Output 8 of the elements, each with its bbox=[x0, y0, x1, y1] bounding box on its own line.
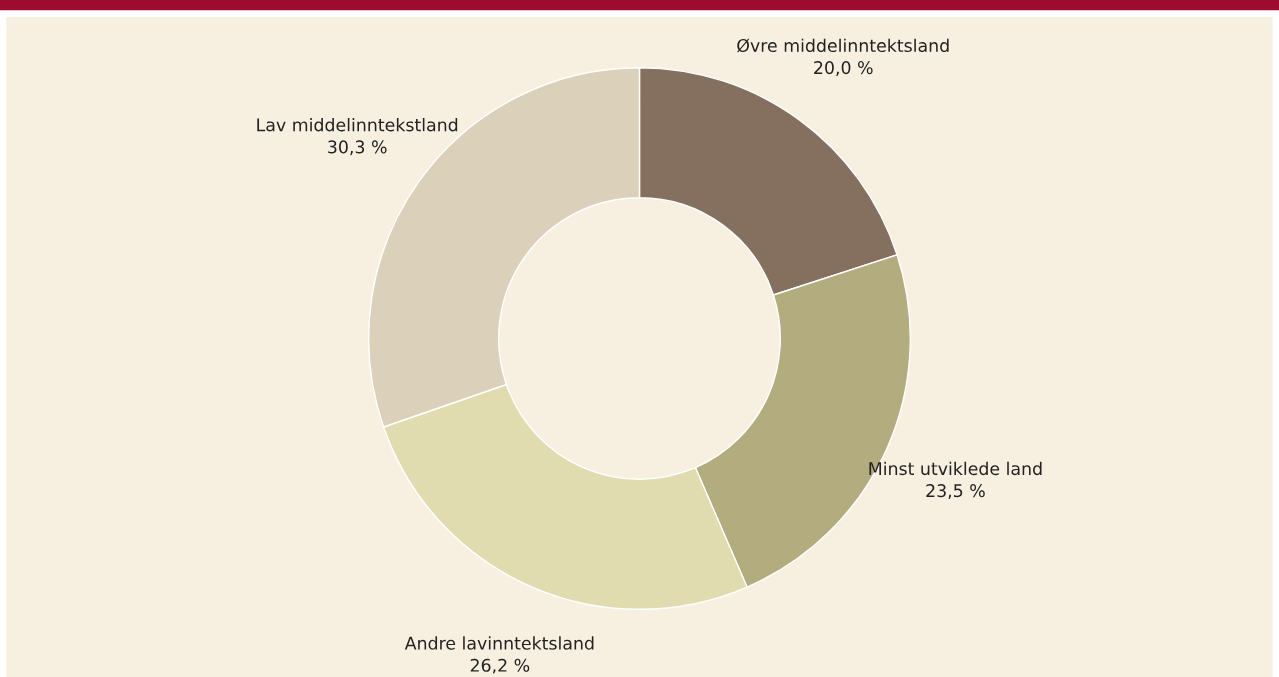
slice-label: Lav middelinntekstland bbox=[257, 117, 458, 132]
data-label: 26,2 % bbox=[470, 658, 530, 674]
data-label: 23,5 % bbox=[926, 484, 985, 499]
slice-label: Andre lavinntektsland bbox=[404, 636, 594, 650]
slice-label: Minst utviklede land bbox=[869, 461, 1042, 476]
data-label: 30,3 % bbox=[328, 140, 387, 156]
data-label: 20,0 % bbox=[814, 61, 873, 76]
slice-label: Øvre middelinntektsland bbox=[737, 38, 949, 53]
